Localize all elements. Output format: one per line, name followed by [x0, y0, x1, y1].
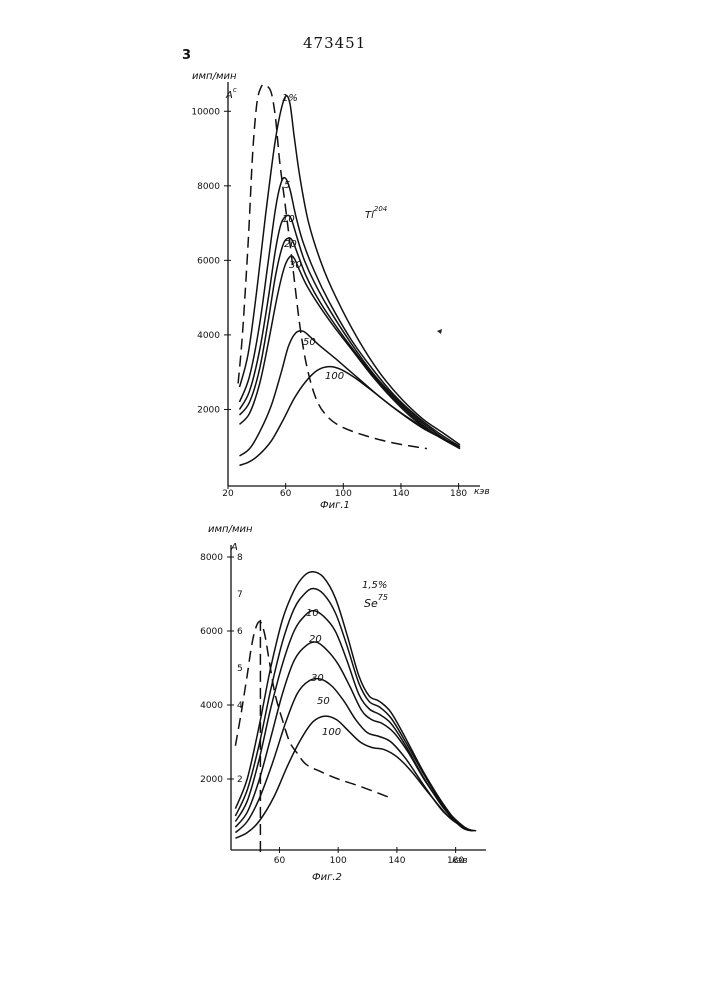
page-number: 473451 [303, 34, 367, 52]
y-tick-label: 4000 [200, 701, 223, 711]
y2-tick-label: 6 [237, 627, 243, 637]
figure-1-caption: Фиг.1 [320, 500, 350, 511]
curve-label: 20 [284, 239, 297, 250]
series-line-10 [238, 214, 461, 450]
curve-label: 30 [289, 260, 302, 271]
x-tick-label: 20 [222, 489, 234, 499]
figure-1-y-axis-secondary-label: Ac [225, 86, 237, 101]
figure-1-y-axis-label: имп/мин [192, 71, 237, 82]
curve-label: 1% [282, 93, 298, 104]
curve-label: 100 [322, 727, 341, 738]
curve-label: 50 [303, 337, 316, 348]
y-tick-label: 2000 [197, 405, 220, 415]
series-line-50 [239, 330, 461, 457]
figure-1-curve-labels: 1% 5 10 20 30 50 100 [282, 93, 344, 382]
y2-tick-label: 8 [237, 553, 243, 563]
figure-2-x-unit: кэв [452, 856, 468, 866]
reference-curve-dashed [234, 620, 390, 799]
curve-label: 30 [311, 673, 324, 684]
figure-2-axes: 2000 4000 6000 8000 2 4 5 6 7 8 60 100 140 180 [200, 545, 486, 866]
curve-label: 50 [317, 696, 330, 707]
series-line-30 [234, 641, 474, 832]
x-tick-label: 140 [392, 489, 409, 499]
y2-tick-label: 4 [237, 701, 243, 711]
series-line-100 [235, 715, 477, 839]
y2-tick-label: 2 [237, 775, 243, 785]
y-tick-label: 4000 [197, 331, 220, 341]
figure-1-axes: 2000 4000 6000 8000 10000 20 60 100 140 180 [191, 82, 480, 499]
figure-1-isotope-label: Tl204 [365, 205, 387, 221]
y-tick-label: 8000 [197, 182, 220, 192]
y2-tick-label: 5 [237, 664, 243, 674]
series-line-30 [238, 255, 461, 450]
series-line-50 [234, 677, 474, 834]
x-tick-label: 100 [330, 856, 347, 866]
figure-2-series [234, 570, 477, 853]
curve-label: 100 [325, 371, 344, 382]
reference-curve-dashed [237, 83, 428, 450]
figure-1-x-unit: кэв [474, 487, 490, 497]
figure-1-series [237, 83, 461, 467]
x-tick-label: 180 [447, 856, 464, 866]
figure-2-curve-labels: 1,5% 10 20 30 50 100 [306, 580, 387, 738]
curve-label: 5 [284, 180, 290, 191]
x-tick-label: 140 [388, 856, 405, 866]
figure-2-caption: Фиг.2 [312, 872, 342, 883]
x-tick-label: 60 [274, 856, 286, 866]
figure-2-y-axis-secondary-label: A [230, 542, 238, 553]
series-line-20 [238, 237, 461, 450]
y-tick-label: 10000 [191, 107, 220, 117]
series-line-100 [239, 365, 461, 467]
figure-1: 2000 4000 6000 8000 10000 20 60 100 140 180 1% 5 10… [191, 71, 489, 511]
x-tick-label: 60 [280, 489, 292, 499]
curve-label: 20 [309, 634, 322, 645]
y-tick-label: 2000 [200, 775, 223, 785]
y-tick-label: 6000 [200, 627, 223, 637]
curve-label: 10 [282, 214, 295, 225]
series-line-5 [238, 176, 461, 448]
curve-label: 10 [306, 608, 319, 619]
curve-label: 1,5% [362, 580, 387, 591]
series-line-10 [234, 587, 474, 832]
y-tick-label: 6000 [197, 256, 220, 266]
series-line-1,5% [234, 570, 474, 832]
figure-2: 2000 4000 6000 8000 2 4 5 6 7 8 60 100 140 180 1,5% 10… [200, 524, 486, 883]
column-number: 3 [182, 48, 192, 63]
series-line-1% [238, 95, 461, 446]
x-tick-label: 100 [335, 489, 352, 499]
y2-tick-label: 7 [237, 590, 243, 600]
x-tick-label: 180 [450, 489, 467, 499]
scan-speck [437, 329, 442, 334]
y-tick-label: 8000 [200, 553, 223, 563]
figure-2-y-axis-label: имп/мин [208, 524, 253, 535]
figure-2-isotope-label: Se75 [364, 593, 388, 610]
